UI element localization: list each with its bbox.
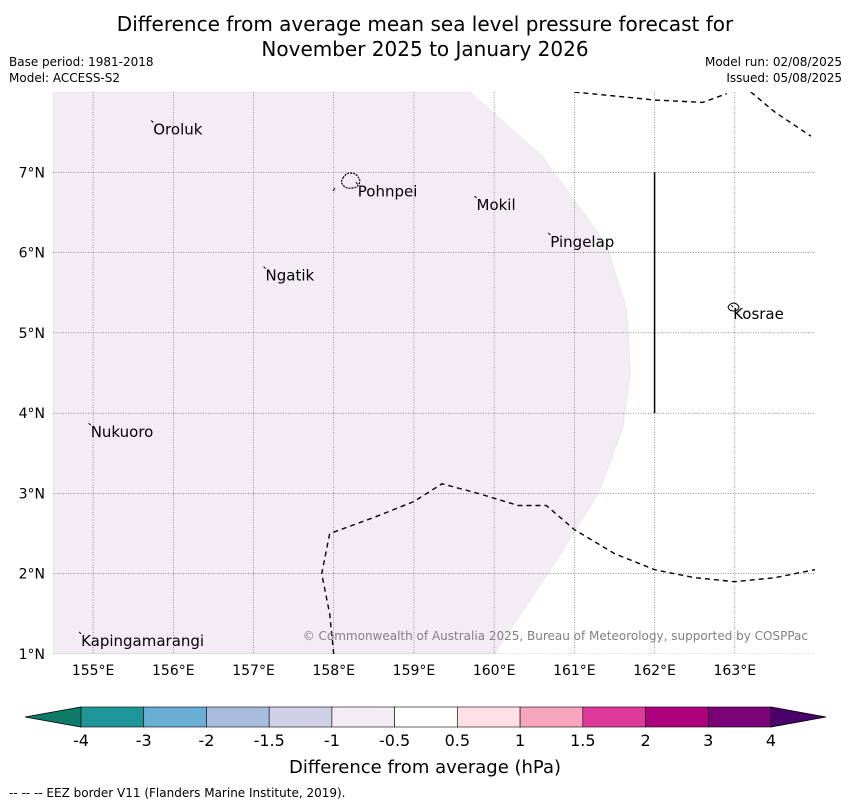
lon-tick-label: 157°E: [232, 663, 275, 679]
colorbar-segment: [268, 706, 333, 728]
lon-tick-label: 156°E: [152, 663, 195, 679]
model-name: Model: ACCESS-S2: [9, 71, 121, 85]
place-label: Ngatik: [266, 267, 315, 285]
lon-tick-label: 161°E: [553, 663, 596, 679]
title-line-1: Difference from average mean sea level p…: [116, 12, 734, 36]
colorbar-tick-label: 4: [766, 731, 776, 750]
place-label: Mokil: [477, 196, 516, 214]
eez-border-line: [320, 483, 815, 654]
lat-tick-label: 3°N: [19, 486, 45, 502]
place-label: Oroluk: [153, 121, 202, 139]
footer-note: -- -- -- EEZ border V11 (Flanders Marine…: [9, 786, 346, 800]
place-label: Kosrae: [733, 305, 784, 323]
place-label: Pingelap: [550, 233, 614, 251]
lon-tick-label: 158°E: [312, 663, 355, 679]
place-marker: [474, 195, 477, 199]
colorbar-segment: [582, 706, 646, 728]
lon-tick-label: 160°E: [473, 663, 516, 679]
lat-tick-label: 4°N: [19, 406, 45, 422]
copyright-credit: © Commonwealth of Australia 2025, Bureau…: [303, 629, 808, 643]
colorbar-max-extend: [770, 706, 827, 728]
place-marker: [88, 422, 92, 426]
colorbar-tick-label: -1.5: [254, 731, 285, 750]
place-labels: Oroluk Pohnpei Mokil Pingelap Ngatik Kosrae Nu…: [78, 120, 784, 650]
colorbar-segment: [519, 706, 584, 728]
colorbar: -4 -3 -2 -1.5 -1 -0.5 0.5 1 1.5 2 3 4: [24, 706, 827, 750]
pohnpei-reef-mark: [332, 187, 336, 192]
place-marker: [78, 631, 82, 635]
place-label: Kapingamarangi: [81, 632, 204, 650]
lat-tick-label: 7°N: [19, 165, 45, 181]
colorbar-tick-label: -2: [198, 731, 214, 750]
pressure-anomaly-shading: [53, 92, 631, 654]
eez-border-line: [574, 92, 728, 104]
colorbar-tick-label: 1.5: [570, 731, 595, 750]
map-title: Difference from average mean sea level p…: [0, 12, 850, 62]
colorbar-tick-label: -4: [73, 731, 89, 750]
colorbar-segment: [143, 706, 207, 728]
place-marker: [547, 232, 551, 236]
colorbar-tick-label: 0.5: [445, 731, 470, 750]
colorbar-min-extend: [24, 706, 82, 728]
lat-tick-label: 1°N: [19, 647, 45, 663]
colorbar-segment: [331, 706, 395, 728]
place-marker: [150, 120, 154, 123]
lat-tick-label: 2°N: [19, 567, 45, 583]
plot-area: Oroluk Pohnpei Mokil Pingelap Ngatik Kosrae Nu…: [53, 92, 815, 654]
place-label: Nukuoro: [91, 423, 154, 441]
colorbar-segment: [206, 706, 270, 728]
lon-tick-label: 159°E: [393, 663, 436, 679]
colorbar-segment: [457, 706, 521, 728]
colorbar-title: Difference from average (hPa): [289, 757, 561, 778]
lat-tick-label: 5°N: [19, 326, 45, 342]
pohnpei-island-outline: [340, 172, 361, 189]
place-marker: [730, 304, 734, 308]
longitude-ticks: 155°E 156°E 157°E 158°E 159°E 160°E 161°E 162°E…: [72, 663, 756, 679]
colorbar-tick-label: -1: [324, 731, 340, 750]
colorbar-segment: [645, 706, 709, 728]
base-period: Base period: 1981-2018: [9, 55, 154, 69]
title-line-2: November 2025 to January 2026: [261, 37, 589, 61]
place-marker: [355, 181, 359, 185]
eez-borders: [320, 92, 815, 654]
eez-border-line: [750, 92, 812, 137]
kosrae-island-outline: [727, 302, 740, 312]
place-label: Pohnpei: [358, 182, 418, 200]
colorbar-tick-label: 2: [640, 731, 650, 750]
colorbar-segment: [394, 706, 458, 728]
colorbar-segment: [707, 706, 772, 728]
colorbar-segment: [80, 706, 145, 728]
latitude-ticks: 7°N 6°N 5°N 4°N 3°N 2°N 1°N: [19, 165, 45, 663]
colorbar-tick-label: 3: [703, 731, 713, 750]
lon-tick-label: 155°E: [72, 663, 115, 679]
meta-right: Model run: 02/08/2025 Issued: 05/08/2025: [705, 54, 842, 86]
meta-left: Base period: 1981-2018 Model: ACCESS-S2: [9, 54, 154, 86]
issued-date: Issued: 05/08/2025: [726, 71, 842, 85]
colorbar-tick-label: -0.5: [379, 731, 410, 750]
island-outlines: [332, 172, 740, 312]
lon-tick-label: 162°E: [633, 663, 676, 679]
colorbar-tick-label: -3: [136, 731, 152, 750]
place-marker: [263, 266, 266, 269]
lon-tick-label: 163°E: [714, 663, 757, 679]
model-run: Model run: 02/08/2025: [704, 55, 842, 69]
lat-tick-label: 6°N: [19, 246, 45, 262]
colorbar-tick-label: 1: [515, 731, 525, 750]
